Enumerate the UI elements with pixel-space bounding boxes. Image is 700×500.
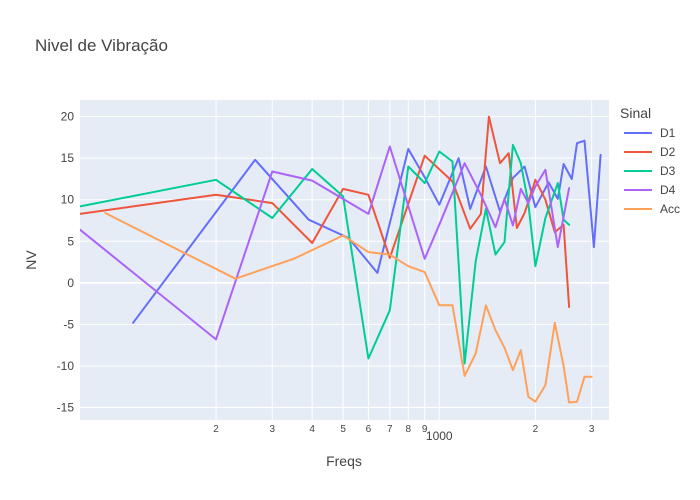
y-tick-label: 0: [67, 276, 74, 290]
x-tick-label: 7: [387, 424, 393, 435]
y-tick-label: -10: [57, 359, 75, 373]
series-line-acc[interactable]: [104, 212, 593, 404]
x-tick-label: 6: [366, 424, 372, 435]
x-tick-label: 3: [269, 424, 275, 435]
series-line-d3[interactable]: [80, 143, 571, 365]
series-layer: [80, 115, 602, 404]
legend: Sinal D1 D2 D3 D4 Acc: [620, 105, 680, 216]
x-tick-label: 3: [589, 424, 595, 435]
y-axis-title: NV: [23, 250, 39, 270]
y-tick-label: -5: [63, 317, 74, 331]
x-tick-label: 2: [533, 424, 539, 435]
plot-area[interactable]: [80, 100, 609, 420]
legend-label-d4[interactable]: D4: [660, 183, 676, 197]
chart-title: Nivel de Vibração: [35, 36, 168, 55]
legend-label-d3[interactable]: D3: [660, 164, 676, 178]
y-tick-label: 15: [61, 151, 75, 165]
legend-title: Sinal: [620, 105, 651, 121]
x-axis-title: Freqs: [326, 453, 362, 469]
legend-label-d1[interactable]: D1: [660, 126, 676, 140]
x-tick-label: 1000: [426, 429, 453, 443]
series-line-d2[interactable]: [80, 115, 571, 308]
x-tick-label: 2: [213, 424, 219, 435]
x-tick-label: 5: [340, 424, 346, 435]
y-tick-label: 5: [67, 234, 74, 248]
x-tick-label: 9: [422, 424, 428, 435]
y-tick-label: 10: [61, 193, 75, 207]
legend-label-acc[interactable]: Acc: [660, 202, 680, 216]
x-tick-label: 8: [406, 424, 412, 435]
y-axis-ticks: -15 -10 -5 0 5 10 15 20: [57, 110, 75, 415]
x-tick-label: 4: [309, 424, 315, 435]
y-tick-label: 20: [61, 110, 75, 124]
series-line-d4[interactable]: [80, 145, 571, 341]
legend-label-d2[interactable]: D2: [660, 145, 676, 159]
y-tick-label: -15: [57, 401, 75, 415]
